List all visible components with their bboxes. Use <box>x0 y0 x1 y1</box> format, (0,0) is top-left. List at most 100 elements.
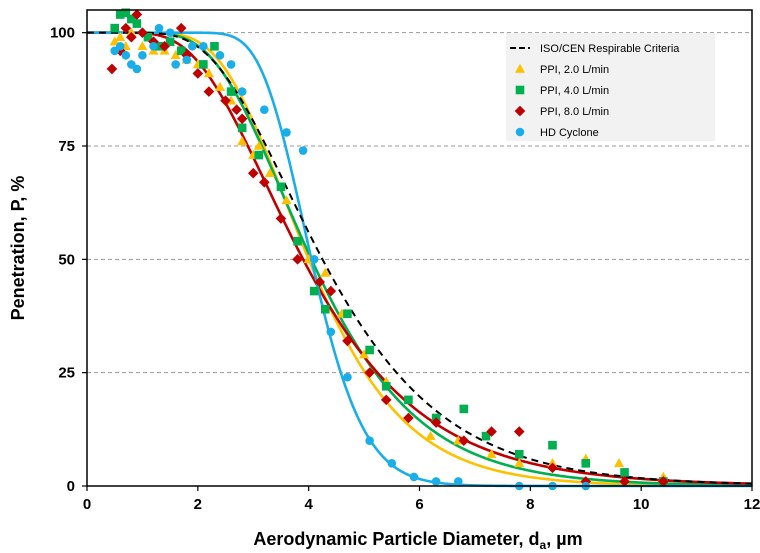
x-axis-title-subscript: a <box>540 538 547 552</box>
point-ppi-4-0-l-min-15 <box>293 236 302 246</box>
point-ppi-4-0-l-min-5 <box>143 32 153 42</box>
legend-symbol-ppi-8-0-l-min <box>514 105 526 117</box>
x-tick-label-12: 12 <box>744 496 760 513</box>
point-ppi-8-0-l-min-17 <box>275 213 287 224</box>
y-tick-label-75: 75 <box>58 138 75 155</box>
legend: ISO/CEN Respirable Criteria PPI, 2.0 L/mi… <box>506 33 715 141</box>
legend-label-hd-cyclone: HD Cyclone <box>540 127 599 139</box>
legend-box <box>506 33 715 141</box>
point-ppi-4-0-l-min-6 <box>154 41 164 51</box>
point-ppi-2-0-l-min-17 <box>281 195 292 205</box>
point-hd-cyclone-24 <box>409 472 419 482</box>
legend-symbol-ppi-4-0-l-min <box>515 85 525 95</box>
point-ppi-2-0-l-min-25 <box>486 448 497 459</box>
legend-label-ppi-4-0-l-min: PPI, 4.0 L/min <box>540 85 609 97</box>
point-hd-cyclone-10 <box>182 55 192 65</box>
point-hd-cyclone-21 <box>343 372 352 382</box>
point-ppi-2-0-l-min-13 <box>237 136 248 146</box>
point-ppi-8-0-l-min-16 <box>259 176 270 188</box>
point-ppi-4-0-l-min-28 <box>620 468 629 477</box>
point-ppi-8-0-l-min-5 <box>137 27 148 38</box>
point-ppi-8-0-l-min-22 <box>364 367 375 378</box>
point-ppi-8-0-l-min-30 <box>580 476 592 487</box>
legend-symbol-hd-cyclone <box>515 127 525 137</box>
point-ppi-8-0-l-min-20 <box>325 285 337 297</box>
point-ppi-4-0-l-min-16 <box>309 286 319 296</box>
point-ppi-8-0-l-min-18 <box>292 254 303 265</box>
axis-ticks: 0 2 4 6 8 10 12 0 25 50 75 100 <box>50 25 760 513</box>
curve-ppi-4-0-l-min <box>87 31 753 487</box>
point-ppi-2-0-l-min-11 <box>215 81 225 91</box>
point-ppi-8-0-l-min-10 <box>192 68 204 79</box>
point-ppi-4-0-l-min-26 <box>548 440 557 450</box>
point-hd-cyclone-7 <box>154 23 164 33</box>
point-ppi-8-0-l-min-26 <box>458 435 470 446</box>
point-ppi-2-0-l-min-23 <box>425 430 436 440</box>
x-tick-label-8: 8 <box>526 496 534 513</box>
point-hd-cyclone-2 <box>121 51 131 60</box>
point-ppi-4-0-l-min-8 <box>176 46 186 56</box>
y-tick-label-25: 25 <box>58 365 75 382</box>
point-ppi-4-0-l-min-24 <box>481 431 491 441</box>
y-axis-title: Penetration, P, % <box>8 176 28 321</box>
point-hd-cyclone-25 <box>431 477 441 486</box>
point-hd-cyclone-4 <box>132 64 142 74</box>
x-tick-label-6: 6 <box>415 496 423 513</box>
point-ppi-2-0-l-min-15 <box>253 140 264 150</box>
point-ppi-2-0-l-min-21 <box>359 349 370 359</box>
point-ppi-4-0-l-min-19 <box>365 345 374 355</box>
point-ppi-8-0-l-min-32 <box>658 476 669 487</box>
legend-label-ppi-2-0-l-min: PPI, 2.0 L/min <box>540 64 609 76</box>
point-ppi-2-0-l-min-1 <box>115 31 126 41</box>
point-ppi-4-0-l-min-23 <box>459 404 469 414</box>
legend-symbol-ppi-2-0-l-min <box>515 63 525 73</box>
point-ppi-8-0-l-min-11 <box>203 86 215 97</box>
point-ppi-8-0-l-min-27 <box>486 426 497 437</box>
legend-label-ppi-8-0-l-min: PPI, 8.0 L/min <box>540 106 609 118</box>
x-axis-title-unit: , µm <box>546 529 582 549</box>
point-ppi-8-0-l-min-4 <box>131 9 143 20</box>
point-ppi-8-0-l-min-19 <box>314 276 326 288</box>
y-tick-label-100: 100 <box>50 25 75 42</box>
point-ppi-4-0-l-min-9 <box>199 60 208 69</box>
point-ppi-2-0-l-min-29 <box>614 458 624 468</box>
point-ppi-8-0-l-min-14 <box>236 113 248 125</box>
point-ppi-4-0-l-min-25 <box>514 449 524 459</box>
point-ppi-2-0-l-min-26 <box>514 458 525 468</box>
point-ppi-2-0-l-min-16 <box>264 167 275 177</box>
point-hd-cyclone-6 <box>149 41 158 51</box>
point-ppi-8-0-l-min-3 <box>126 31 137 43</box>
point-hd-cyclone-19 <box>309 255 319 264</box>
point-ppi-8-0-l-min-29 <box>547 462 558 474</box>
gridlines <box>87 32 752 374</box>
point-ppi-2-0-l-min-10 <box>203 68 214 78</box>
point-ppi-4-0-l-min-20 <box>381 381 391 391</box>
x-tick-label-10: 10 <box>633 496 650 513</box>
point-ppi-4-0-l-min-4 <box>132 19 142 28</box>
point-hd-cyclone-20 <box>326 327 336 337</box>
y-tick-label-50: 50 <box>58 251 75 268</box>
point-ppi-4-0-l-min-2 <box>121 8 131 18</box>
point-hd-cyclone-16 <box>260 105 269 115</box>
point-ppi-8-0-l-min-0 <box>106 63 118 75</box>
x-axis-title-main: Aerodynamic Particle Diameter, d <box>253 529 539 549</box>
point-ppi-8-0-l-min-13 <box>231 104 242 116</box>
point-ppi-4-0-l-min-11 <box>226 87 236 96</box>
x-tick-label-4: 4 <box>304 496 313 513</box>
point-hd-cyclone-26 <box>453 477 463 486</box>
point-hd-cyclone-9 <box>171 60 180 69</box>
point-hd-cyclone-15 <box>237 87 247 96</box>
point-hd-cyclone-13 <box>215 51 225 60</box>
point-hd-cyclone-1 <box>115 41 125 51</box>
point-ppi-8-0-l-min-2 <box>120 22 132 34</box>
point-hd-cyclone-14 <box>226 60 236 69</box>
point-ppi-4-0-l-min-7 <box>165 37 175 47</box>
point-ppi-4-0-l-min-1 <box>115 10 125 19</box>
point-ppi-8-0-l-min-21 <box>342 335 353 347</box>
curve-ppi-2-0-l-min <box>87 31 752 488</box>
point-ppi-8-0-l-min-28 <box>513 426 525 437</box>
curve-iso-cen-respirable-criteria <box>87 31 753 485</box>
point-ppi-2-0-l-min-7 <box>170 50 181 60</box>
data-points <box>106 8 669 491</box>
